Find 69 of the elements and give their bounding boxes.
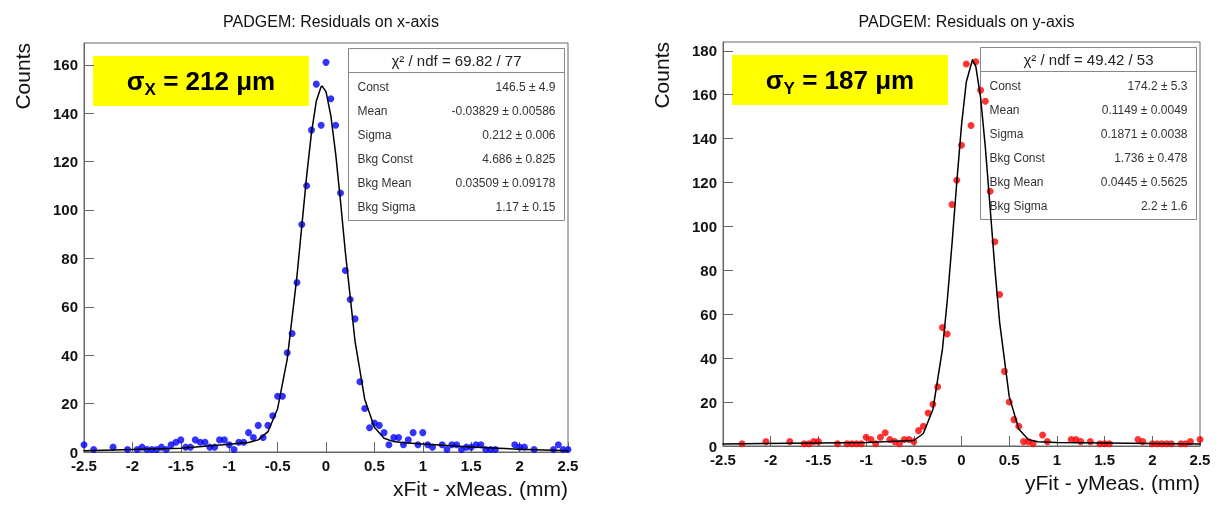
annotation: 0.03509 ± 0.09178 (455, 175, 556, 190)
x-tick-label: 0 (321, 457, 331, 474)
annotation: 0.0445 ± 0.5625 (1100, 174, 1188, 189)
annotation: χ² / ndf = 49.42 / 53 (1023, 51, 1154, 68)
x-tick-label: -1 (859, 451, 873, 468)
x-tick-label: 2.5 (557, 457, 579, 474)
x-tick-label: 0.5 (998, 451, 1020, 468)
x-tick-label: 2 (515, 457, 524, 474)
x-tick-label: -2 (125, 457, 140, 474)
x-tick-label: -2 (764, 451, 778, 468)
x-tick-label: 0.5 (363, 457, 385, 474)
x-tick-label: 2.5 (1189, 451, 1211, 468)
annotation: Const (989, 78, 1022, 93)
x-tick-label: 1 (1052, 451, 1062, 468)
y-tick-label: 60 (700, 305, 717, 323)
x-tick-label: 1.5 (1094, 451, 1116, 468)
annotation: Mean (989, 102, 1020, 117)
annotation: 4.686 ± 0.825 (482, 151, 556, 166)
annotation: Bkg Mean (989, 174, 1044, 189)
x-axis-title: yFit - yMeas. (mm) (1025, 471, 1200, 494)
chart-title: PADGEM: Residuals on y-axis (858, 12, 1075, 30)
x-tick-label: -1 (222, 457, 236, 474)
y-axis-title: Counts (10, 43, 34, 110)
y-tick-label: 20 (700, 393, 717, 411)
annotation: 1.736 ± 0.478 (1114, 150, 1188, 165)
x-tick-label: 1.5 (460, 457, 482, 474)
y-tick-label: 160 (691, 86, 717, 104)
annotation: 1.17 ± 0.15 (495, 199, 556, 214)
y-tick-label: 180 (691, 42, 717, 60)
x-tick-label: -1.5 (805, 451, 832, 468)
annotation: Bkg Mean (357, 175, 412, 190)
x-tick-label: -0.5 (900, 451, 927, 468)
x-axis-title: xFit - xMeas. (mm) (393, 477, 568, 500)
annotation: Bkg Sigma (357, 199, 416, 214)
x-tick-label: 2 (1148, 451, 1157, 468)
y-tick-label: 100 (691, 217, 717, 235)
annotation: 2.2 ± 1.6 (1140, 198, 1188, 213)
y-tick-label: 60 (61, 298, 78, 316)
y-tick-label: 40 (61, 346, 78, 364)
y-tick-label: 80 (700, 261, 717, 279)
annotation: Bkg Const (357, 151, 414, 166)
y-tick-label: 140 (691, 130, 717, 148)
x-tick-label: -0.5 (264, 457, 291, 474)
x-tick-label: 0 (957, 451, 966, 468)
x-tick-label: -2.5 (71, 457, 97, 474)
y-tick-label: 120 (52, 153, 78, 171)
x-tick-label: -1.5 (167, 457, 194, 474)
chart-title: PADGEM: Residuals on x-axis (223, 12, 439, 30)
y-tick-label: 140 (52, 104, 78, 122)
annotation: 174.2 ± 5.3 (1127, 78, 1188, 93)
annotation: Sigma (357, 127, 392, 142)
annotation: -0.03829 ± 0.00586 (451, 103, 556, 118)
y-tick-label: 20 (61, 395, 78, 413)
annotation: Sigma (989, 126, 1024, 141)
annotation: 0.1871 ± 0.0038 (1100, 126, 1188, 141)
y-tick-label: 40 (700, 349, 717, 367)
annotation: Const (357, 79, 390, 94)
y-tick-label: 120 (691, 174, 717, 192)
annotation: 146.5 ± 4.9 (495, 79, 556, 94)
y-tick-label: 100 (52, 201, 78, 219)
annotation: 0.1149 ± 0.0049 (1101, 102, 1188, 117)
y-tick-label: 80 (61, 249, 78, 267)
x-tick-label: 1 (418, 457, 427, 474)
annotation: χ² / ndf = 69.82 / 77 (391, 52, 522, 69)
annotation: Mean (357, 103, 388, 118)
y-tick-label: 160 (52, 56, 78, 74)
y-axis-title: Counts (649, 42, 673, 109)
annotation: Bkg Const (989, 150, 1046, 165)
annotation: 0.212 ± 0.006 (482, 127, 556, 142)
